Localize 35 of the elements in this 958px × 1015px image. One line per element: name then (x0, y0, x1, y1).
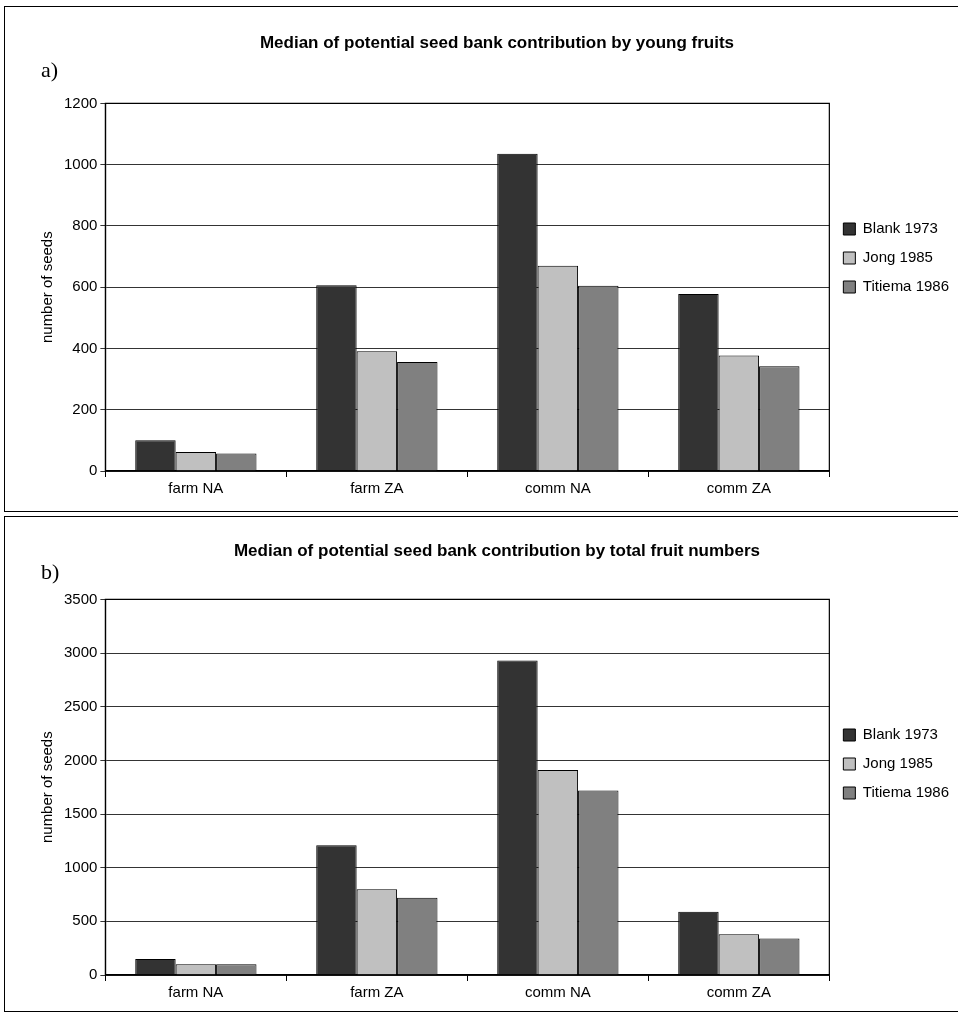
y-tick-label: 3000 (63, 643, 98, 661)
y-axis-title: number of seeds (38, 731, 56, 844)
y-tick-label: 400 (72, 338, 98, 356)
y-tick-label: 3500 (63, 589, 98, 607)
y-tick-label: 500 (72, 911, 98, 929)
y-tick-label: 1200 (63, 93, 98, 111)
y-axis-title: number of seeds (38, 231, 56, 344)
text: a) (41, 57, 59, 82)
y-tick-label: 1000 (63, 857, 98, 875)
y-tick-label: 600 (72, 277, 98, 295)
y-tick-label: 800 (72, 216, 98, 234)
chart-title: Median of potential seed bank contribution by young fruits (259, 32, 735, 52)
legend-label: Titiema 1986 (862, 783, 949, 801)
legend-label: Titiema 1986 (862, 277, 949, 295)
x-tick-label: farm ZA (350, 983, 404, 1001)
x-tick-label: comm ZA (706, 983, 771, 1001)
legend-label: Blank 1973 (862, 725, 938, 743)
y-tick-label: 1500 (63, 804, 98, 822)
y-tick-label: 2500 (63, 696, 98, 714)
y-tick-label: 0 (89, 965, 98, 983)
legend-label: Jong 1985 (862, 248, 933, 266)
y-tick-label: 1000 (63, 154, 98, 172)
legend-label: Jong 1985 (862, 754, 933, 772)
chart-title: Median of potential seed bank contribution by total fruit numbers (233, 540, 761, 560)
x-tick-label: farm NA (168, 479, 224, 497)
x-tick-label: comm ZA (706, 479, 771, 497)
x-tick-label: comm NA (524, 479, 591, 497)
x-tick-label: farm NA (168, 983, 224, 1001)
legend-label: Blank 1973 (862, 219, 938, 237)
x-tick-label: comm NA (524, 983, 591, 1001)
y-tick-label: 200 (72, 399, 98, 417)
text: b) (41, 559, 60, 584)
y-tick-label: 0 (89, 461, 98, 479)
y-tick-label: 2000 (63, 750, 98, 768)
x-tick-label: farm ZA (350, 479, 404, 497)
